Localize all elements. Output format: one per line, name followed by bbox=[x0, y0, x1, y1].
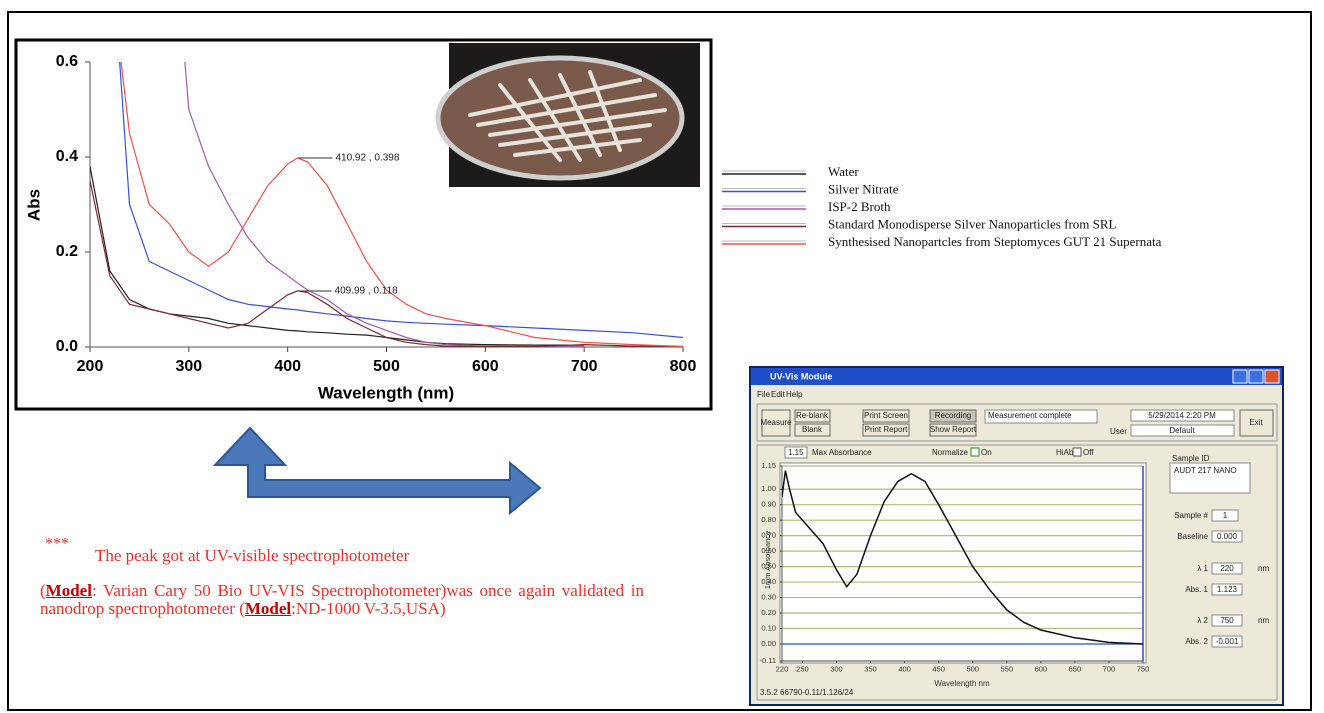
menu-item[interactable]: File bbox=[757, 390, 770, 399]
note-stars: *** bbox=[45, 536, 69, 553]
x-tick-label: 700 bbox=[571, 358, 598, 375]
y-tick-label: 0.2 bbox=[56, 243, 78, 260]
inset-photo bbox=[438, 43, 700, 187]
x-tick-label: 500 bbox=[966, 664, 979, 673]
user-label: User bbox=[1110, 427, 1127, 436]
arrow bbox=[215, 428, 540, 513]
footer: 3.5.2 66790-0.11/1.126/24 bbox=[760, 688, 854, 697]
label: Normalize bbox=[932, 448, 969, 457]
legend-label: Synthesised Nanopartcles from Steptomyce… bbox=[828, 234, 1162, 249]
y-tick-label: 0.4 bbox=[56, 148, 78, 165]
x-tick-label: 220 bbox=[776, 664, 789, 673]
y-axis-title: Abs bbox=[24, 189, 43, 221]
unit: nm bbox=[1258, 564, 1269, 573]
x-tick-label: 250 bbox=[796, 664, 809, 673]
annotation: 409.99 , 0.118 bbox=[335, 286, 399, 297]
max-abs[interactable]: 1.15 bbox=[788, 448, 804, 457]
value: -0.001 bbox=[1216, 637, 1239, 646]
x-tick-label: 700 bbox=[1103, 664, 1116, 673]
label: λ 2 bbox=[1197, 616, 1208, 625]
y-tick-label: 0.20 bbox=[761, 608, 776, 617]
x-axis-title: Wavelength nm bbox=[934, 679, 990, 688]
x-tick-label: 800 bbox=[670, 358, 697, 375]
legend: Water Silver Nitrate ISP-2 Broth Standard M… bbox=[722, 164, 1162, 249]
x-tick-label: 600 bbox=[1035, 664, 1048, 673]
label: λ 1 bbox=[1197, 564, 1208, 573]
label: Sample # bbox=[1174, 511, 1208, 520]
note: (Model: Varian Cary 50 Bio UV-VIS Spectr… bbox=[40, 582, 644, 618]
x-tick-label: 200 bbox=[77, 358, 104, 375]
value: 1 bbox=[1223, 511, 1228, 520]
x-tick-label: 650 bbox=[1069, 664, 1082, 673]
note-text: :ND-1000 V-3.5,USA) bbox=[291, 599, 445, 618]
legend-label: Standard Monodisperse Silver Nanoparticl… bbox=[828, 216, 1117, 231]
x-tick-label: 350 bbox=[864, 664, 877, 673]
label: Max Absorbance bbox=[812, 448, 872, 457]
y-tick-label: 1.00 bbox=[761, 484, 776, 493]
button[interactable]: Exit bbox=[1249, 418, 1263, 427]
status: Measurement complete bbox=[988, 411, 1072, 420]
button[interactable]: Measure bbox=[760, 418, 792, 427]
note-emph: Model bbox=[245, 599, 291, 618]
label: Sample ID bbox=[1172, 454, 1210, 463]
x-tick-label: 600 bbox=[472, 358, 499, 375]
y-tick-label: 1.15 bbox=[761, 461, 776, 470]
x-tick-label: 450 bbox=[932, 664, 945, 673]
x-tick-label: 400 bbox=[898, 664, 911, 673]
button[interactable]: Blank bbox=[802, 425, 823, 434]
datetime: 5/29/2014 2:20 PM bbox=[1148, 411, 1216, 420]
sample-id: AUDT 217 NANO bbox=[1174, 466, 1237, 475]
annotation: 410.92 , 0.398 bbox=[335, 153, 399, 164]
x-tick-label: 550 bbox=[1001, 664, 1014, 673]
y-tick-label: 0.0 bbox=[56, 338, 78, 355]
button[interactable]: Print Screen bbox=[864, 411, 908, 420]
x-tick-label: 500 bbox=[373, 358, 400, 375]
value[interactable]: 220 bbox=[1220, 564, 1234, 573]
x-tick-label: 300 bbox=[175, 358, 202, 375]
button[interactable]: Print Report bbox=[865, 425, 908, 434]
button[interactable]: Recording bbox=[935, 411, 971, 420]
note-emph: Model bbox=[46, 581, 92, 600]
x-axis-title: Wavelength (nm) bbox=[318, 383, 454, 402]
label: Baseline bbox=[1177, 532, 1208, 541]
button[interactable]: Re-blank bbox=[796, 411, 829, 420]
x-tick-label: 400 bbox=[274, 358, 301, 375]
legend-label: Water bbox=[828, 164, 859, 179]
y-tick-label: 0.80 bbox=[761, 515, 776, 524]
value: 1.123 bbox=[1217, 585, 1238, 594]
legend-label: ISP-2 Broth bbox=[828, 199, 891, 214]
y-tick-label: -0.11 bbox=[759, 656, 776, 665]
label: Abs. 2 bbox=[1185, 637, 1208, 646]
y-axis-title: 1mm Absorbance bbox=[763, 531, 772, 589]
value: 0.000 bbox=[1217, 532, 1238, 541]
page: Water Silver Nitrate ISP-2 Broth Standard M… bbox=[0, 0, 1324, 713]
value[interactable]: 750 bbox=[1220, 616, 1234, 625]
menu-item[interactable]: Edit bbox=[771, 390, 786, 399]
x-tick-label: 750 bbox=[1137, 664, 1150, 673]
note-lead: The peak got at UV-visible spectrophotom… bbox=[95, 546, 410, 565]
window-title: UV-Vis Module bbox=[770, 371, 832, 381]
y-tick-label: 0.6 bbox=[56, 53, 78, 70]
label: Abs. 1 bbox=[1185, 585, 1208, 594]
x-tick-label: 300 bbox=[830, 664, 843, 673]
button[interactable]: Show Report bbox=[930, 425, 977, 434]
menu-item[interactable]: Help bbox=[786, 390, 803, 399]
y-tick-label: 0.30 bbox=[761, 593, 776, 602]
y-tick-label: 0.10 bbox=[761, 623, 776, 632]
label[interactable]: On bbox=[981, 448, 992, 457]
unit: nm bbox=[1258, 616, 1269, 625]
y-tick-label: 0.00 bbox=[761, 639, 776, 648]
legend-label: Silver Nitrate bbox=[828, 181, 899, 196]
label[interactable]: Off bbox=[1083, 448, 1094, 457]
y-tick-label: 0.90 bbox=[761, 500, 776, 509]
user: Default bbox=[1169, 426, 1195, 435]
